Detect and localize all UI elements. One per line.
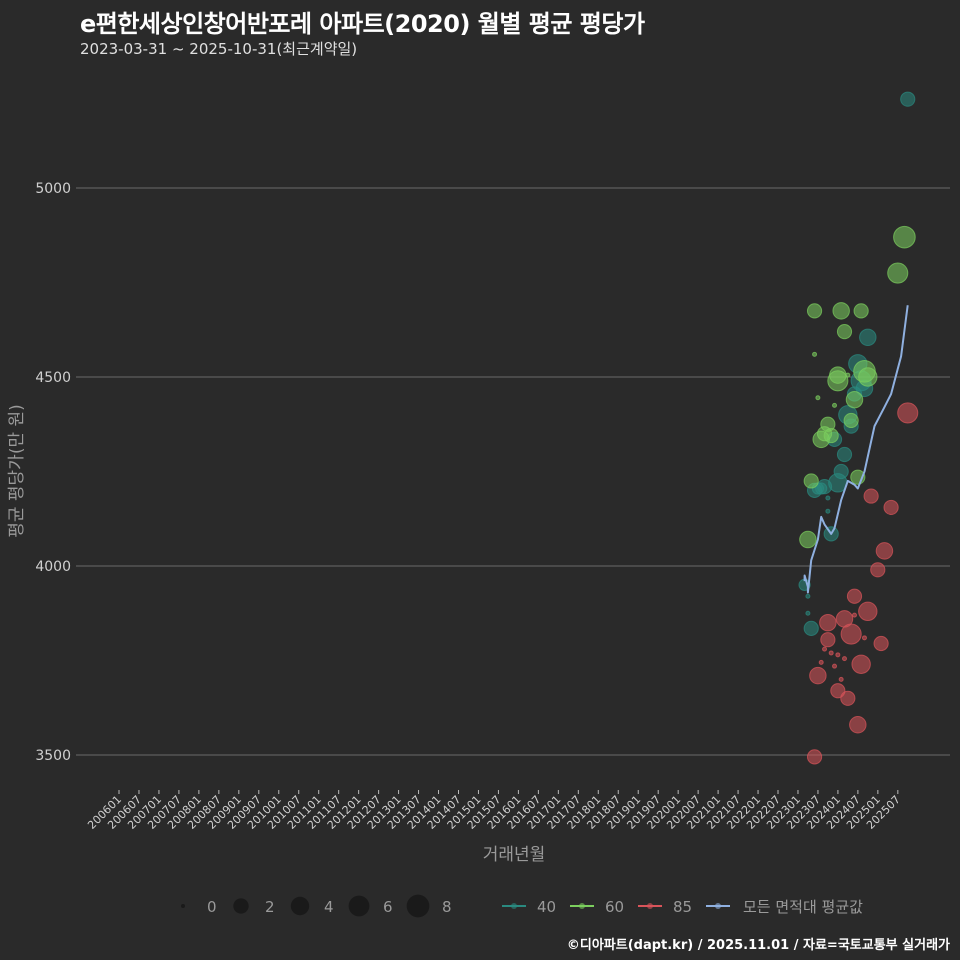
color-legend-label: 85: [673, 898, 692, 916]
color-legend-dot: [647, 903, 653, 909]
color-legend-label: 모든 면적대 평균값: [743, 898, 863, 916]
data-point-60: [843, 412, 859, 429]
size-legend-key: [181, 904, 185, 908]
chart-subtitle: 2023-03-31 ~ 2025-10-31(최근계약일): [80, 40, 358, 58]
average-line-layer: [803, 305, 909, 594]
y-tick-label: 4500: [35, 370, 71, 386]
color-legend-dot: [579, 903, 585, 909]
size-legend-key: [233, 898, 249, 914]
data-point-60: [799, 530, 817, 549]
x-axis-title: 거래년월: [483, 845, 546, 865]
size-legend-label: 6: [383, 898, 393, 916]
size-legend-label: 0: [207, 898, 217, 916]
data-point-85: [835, 652, 841, 658]
data-point-60: [858, 367, 878, 387]
data-point-60: [887, 262, 909, 284]
data-point-85: [883, 499, 899, 516]
size-legend-label: 4: [324, 898, 334, 916]
data-point-85: [809, 666, 827, 685]
y-tick-label: 5000: [35, 181, 71, 197]
size-legend-label: 8: [442, 898, 452, 916]
data-point-60: [893, 225, 916, 249]
x-axis-ticks: 2006012006072007012007072008012008072009…: [85, 790, 903, 832]
data-point-85: [806, 749, 823, 765]
data-point-85: [873, 635, 889, 652]
data-point-40: [803, 620, 819, 636]
data-point-85: [849, 716, 867, 734]
data-point-60: [815, 395, 821, 401]
data-point-60: [836, 324, 853, 340]
data-point-60: [832, 302, 850, 320]
data-point-85: [828, 650, 834, 656]
data-point-85: [875, 542, 894, 560]
data-point-40: [825, 495, 831, 501]
y-tick-label: 3500: [35, 748, 71, 764]
y-axis-title: 평균 평당가(만 원): [7, 404, 27, 538]
y-tick-label: 4000: [35, 559, 71, 575]
data-point-60: [803, 473, 819, 489]
data-point-85: [870, 562, 886, 578]
data-point-40: [833, 463, 849, 480]
source-caption: ©디아파트(dapt.kr) / 2025.11.01 / 자료=국토교통부 실…: [566, 938, 950, 953]
data-point-85: [897, 402, 919, 424]
data-point-60: [845, 390, 864, 409]
chart-title: e편한세상인창어반포레 아파트(2020) 월별 평균 평당가: [80, 10, 645, 38]
data-point-85: [820, 632, 836, 648]
color-legend-label: 40: [537, 898, 556, 916]
data-point-60: [806, 303, 823, 319]
data-point-60: [853, 303, 869, 319]
data-point-60: [845, 372, 851, 378]
data-point-60: [823, 427, 839, 444]
y-axis-tick-labels: 3500 4000 4500 5000: [35, 181, 71, 764]
data-point-60: [812, 351, 818, 357]
chart-legend: 0 2 4 6 8 40 60 85 모든 면적대 평균값: [181, 894, 863, 918]
data-point-40: [825, 508, 831, 514]
data-point-85: [846, 588, 863, 604]
y-gridlines: [76, 187, 950, 756]
data-point-85: [840, 690, 856, 706]
data-point-85: [832, 663, 838, 669]
data-point-40: [805, 610, 811, 616]
data-point-60: [829, 366, 847, 384]
data-point-85: [858, 601, 878, 622]
color-legend-dot: [715, 903, 721, 909]
data-point-85: [863, 488, 879, 504]
data-point-40: [900, 91, 916, 107]
data-point-85: [861, 635, 867, 641]
size-legend-key: [290, 896, 310, 916]
data-point-40: [859, 328, 877, 347]
data-point-85: [818, 659, 824, 665]
color-legend-dot: [511, 903, 517, 909]
size-legend-key: [348, 895, 370, 917]
data-point-40: [836, 446, 853, 463]
average-price-line: [803, 305, 909, 594]
data-point-85: [819, 613, 837, 632]
data-point-85: [851, 612, 857, 618]
data-point-60: [832, 402, 838, 408]
data-point-85: [842, 656, 848, 662]
size-legend-label: 2: [265, 898, 275, 916]
data-point-40: [805, 593, 811, 599]
size-legend-key: [406, 894, 430, 918]
color-legend-label: 60: [605, 898, 624, 916]
data-point-85: [851, 654, 871, 674]
bubble-layer: [798, 91, 919, 765]
data-point-85: [822, 646, 828, 652]
data-point-85: [838, 676, 844, 682]
data-point-85: [840, 623, 862, 645]
